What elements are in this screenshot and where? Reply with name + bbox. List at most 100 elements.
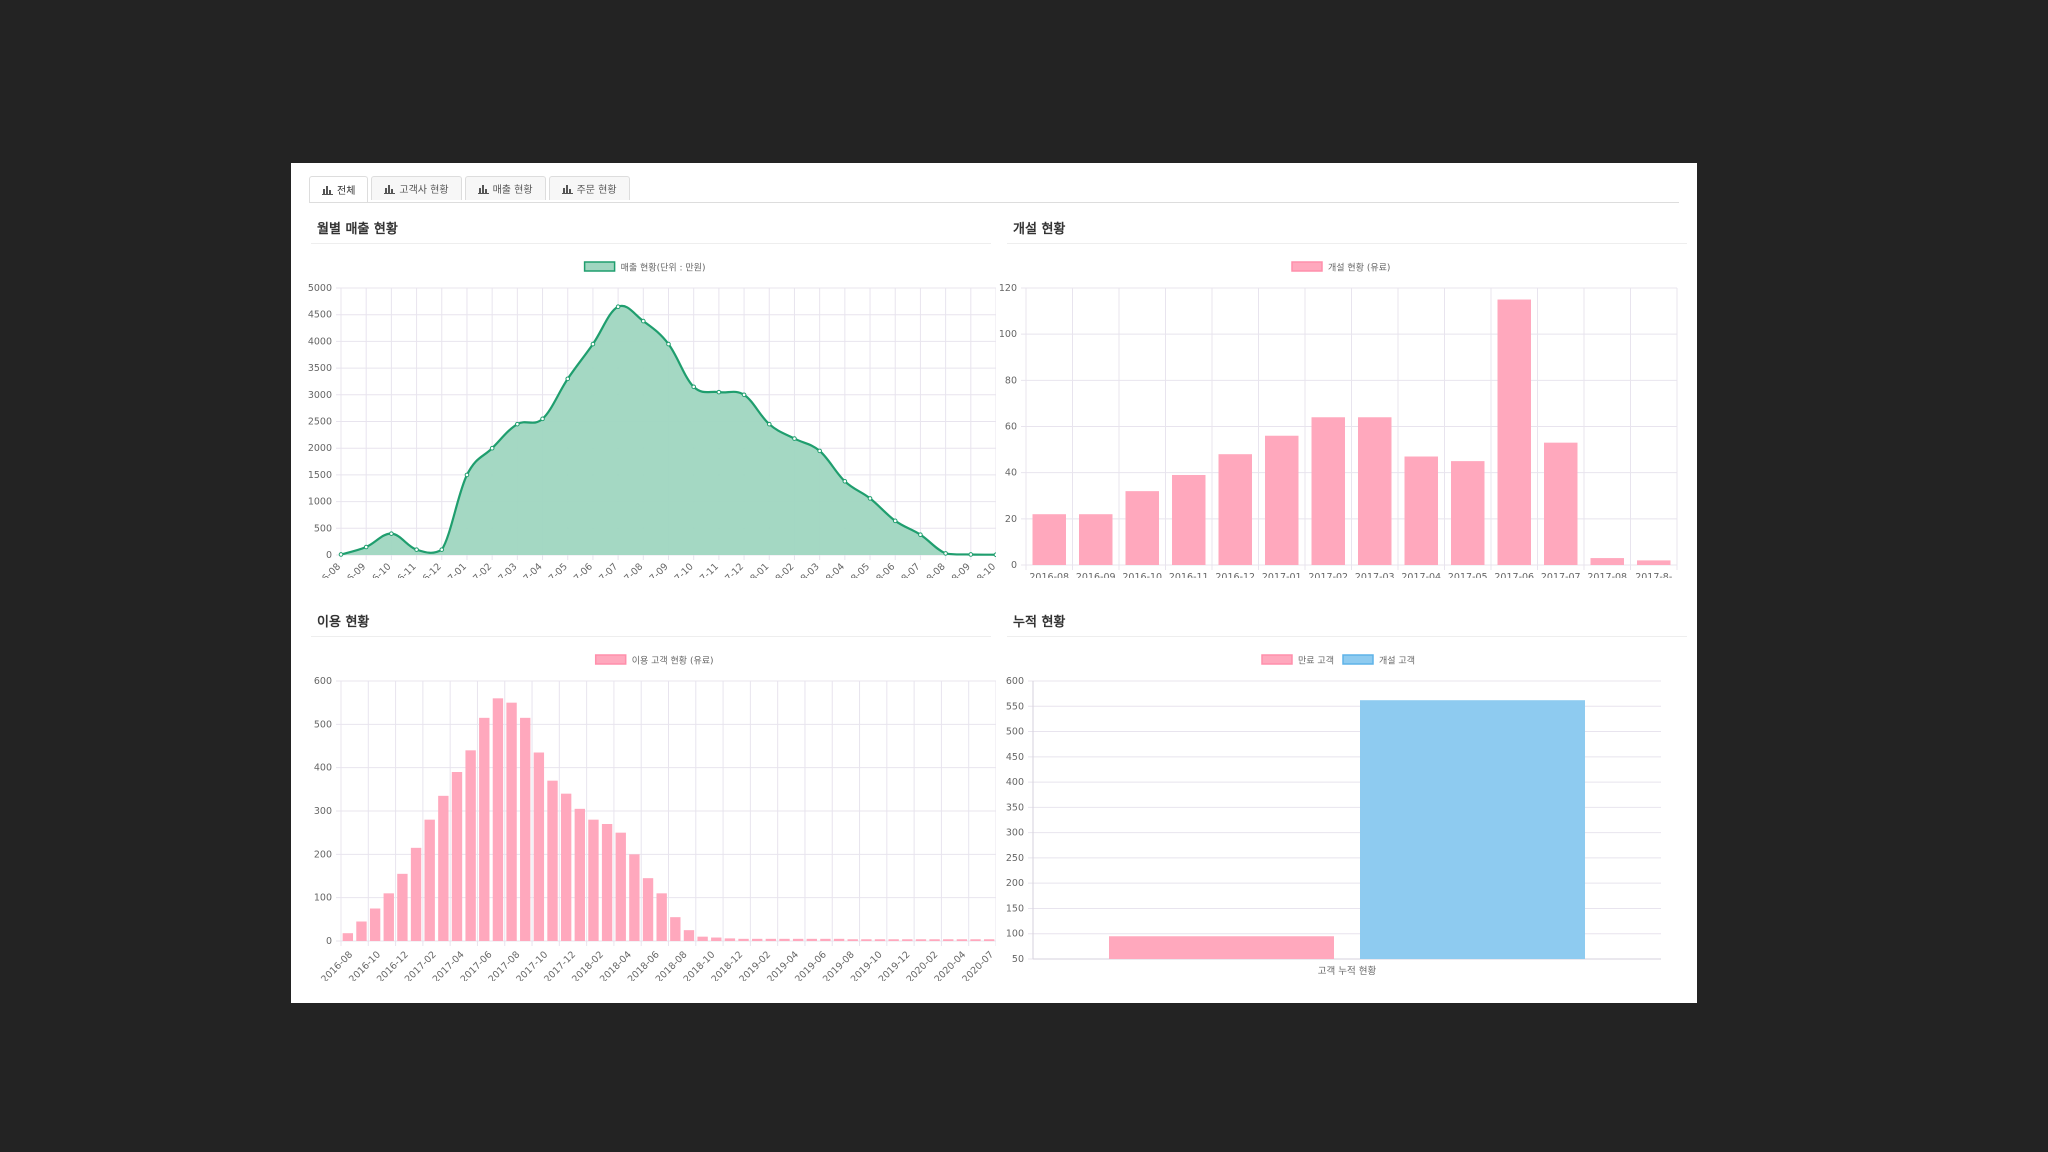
sales-point (414, 547, 419, 552)
legend-swatch (583, 261, 616, 272)
bar-chart-icon (322, 185, 333, 195)
y-tick-label: 3000 (308, 390, 332, 401)
usage-bar (779, 938, 790, 941)
usage-bar (356, 921, 367, 941)
x-tick-label: 2017-06 (1494, 572, 1534, 578)
section-title-openings: 개설 현황 (1013, 222, 1066, 237)
usage-bar (683, 930, 695, 941)
x-tick-label: 2016-08 (1029, 572, 1069, 578)
sales-point (641, 318, 646, 324)
usage-bar (451, 772, 463, 941)
usage-bar (738, 938, 749, 941)
y-tick-label: 500 (314, 719, 332, 730)
tab-orders[interactable]: 주문 현황 (548, 176, 630, 200)
opening-bar (1590, 558, 1624, 565)
usage-bar (847, 939, 858, 941)
x-tick-label: 2017-01 (1262, 572, 1302, 578)
openings-chart: 개설 현황 (유료) 0 20 40 60 80 100 120 2016-08 2016-09 2… (999, 261, 1678, 578)
x-tick-label: 2017-08 (1587, 572, 1627, 578)
usage-bar (861, 939, 872, 941)
x-tick-label: 2016-08 (307, 561, 343, 578)
y-tick-label: 600 (1006, 676, 1024, 687)
section-title-usage: 이용 현황 (317, 615, 370, 630)
opening-bar (1125, 491, 1159, 565)
usage-bar (711, 937, 722, 941)
x-tick-label: 2017-07 (1541, 572, 1581, 578)
y-tick-label: 1000 (308, 497, 332, 508)
section-divider (311, 636, 991, 637)
usage-bar (479, 717, 490, 941)
legend-swatch (1261, 654, 1293, 665)
usage-bar (383, 893, 394, 941)
usage-bar (697, 936, 708, 941)
legend-label: 만료 고객 (1298, 656, 1334, 667)
y-tick-label: 600 (314, 676, 332, 687)
y-tick-label: 250 (1006, 853, 1024, 864)
bar-chart-icon (477, 184, 489, 194)
usage-bar (397, 873, 408, 941)
tab-customers[interactable]: 고객사 현황 (371, 176, 462, 200)
usage-bar (560, 793, 572, 941)
y-tick-label: 0 (1011, 560, 1017, 571)
usage-bar (642, 878, 654, 941)
y-tick-label: 50 (1012, 954, 1024, 965)
usage-bar (765, 938, 777, 941)
x-tick-label: 2016-09 (1076, 572, 1116, 578)
y-tick-label: 80 (1005, 375, 1017, 386)
tab-label: 고객사 현황 (399, 185, 449, 196)
x-tick-label: 2017-04 (1401, 572, 1441, 578)
opening-bar (1637, 560, 1671, 565)
sales-point (918, 532, 923, 538)
sales-point (565, 376, 571, 382)
tab-all[interactable]: 전체 (309, 176, 369, 202)
y-tick-label: 400 (314, 763, 332, 774)
usage-bar (943, 939, 954, 941)
y-tick-label: 500 (1006, 727, 1024, 738)
usage-bar (874, 939, 886, 941)
legend-swatch (1291, 261, 1323, 272)
opening-bar (1265, 435, 1299, 565)
y-tick-label: 60 (1005, 422, 1017, 433)
usage-bar (956, 939, 968, 941)
sales-point (792, 436, 797, 441)
usage-bar (520, 717, 531, 941)
usage-bar (970, 939, 981, 941)
sales-point (842, 479, 848, 484)
section-divider (311, 243, 991, 244)
usage-bar (465, 750, 476, 941)
usage-bar (601, 824, 613, 941)
tab-sales[interactable]: 매출 현황 (464, 176, 546, 200)
y-tick-label: 4000 (308, 336, 332, 347)
sales-area-fill (341, 305, 996, 555)
usage-bar (929, 939, 940, 941)
legend-label: 매출 현황(단위 : 만원) (621, 263, 706, 274)
sales-point (817, 448, 822, 454)
usage-bar (492, 698, 504, 941)
section-divider (1007, 636, 1687, 637)
sales-point (515, 421, 520, 427)
y-tick-label: 3500 (308, 363, 332, 374)
sales-point (615, 304, 621, 309)
bar-chart-icon (561, 184, 573, 194)
y-tick-label: 550 (1006, 701, 1024, 712)
y-tick-label: 2500 (308, 417, 332, 428)
usage-bar (792, 938, 804, 941)
y-tick-label: 350 (1006, 802, 1024, 813)
x-tick-label: 2016-12 (1215, 572, 1255, 578)
y-tick-label: 0 (326, 936, 332, 947)
legend-label: 개설 고객 (1379, 656, 1415, 667)
x-tick-label: 2017-8- (1635, 572, 1672, 578)
usage-bar (902, 939, 913, 941)
sales-point (338, 552, 344, 557)
legend-label: 개설 현황 (유료) (1328, 263, 1390, 274)
usage-bar (342, 933, 354, 941)
sales-point (766, 421, 772, 427)
x-tick-label: 2016-10 (1122, 572, 1162, 578)
y-tick-label: 20 (1005, 514, 1017, 525)
y-tick-label: 500 (314, 523, 332, 534)
legend-swatch (594, 654, 627, 665)
opening-bar (1172, 474, 1206, 565)
tab-bar: 전체 고객사 현황 매출 현황 주문 현황 (309, 176, 1679, 203)
bar-chart-icon (384, 184, 396, 194)
sales-point (943, 551, 948, 556)
